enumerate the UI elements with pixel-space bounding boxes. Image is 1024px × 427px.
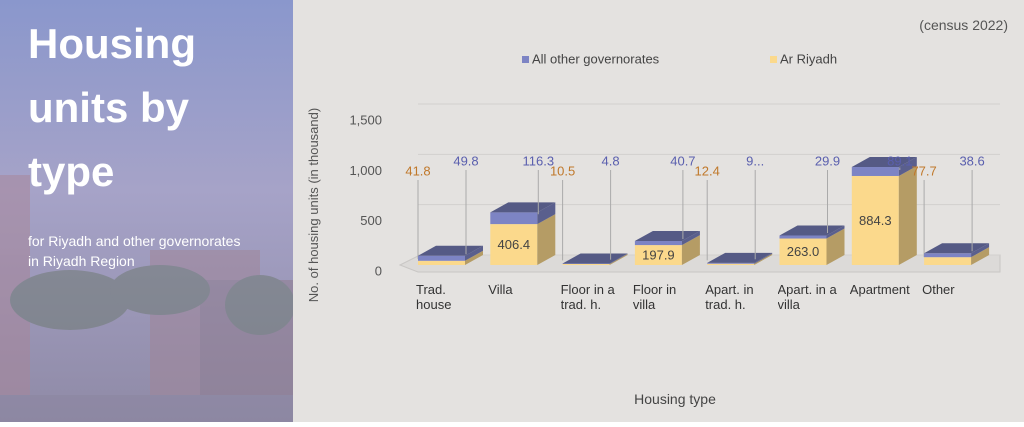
bar-front <box>563 264 610 265</box>
bar-side <box>899 166 917 265</box>
x-tick-label: Floor in villa <box>633 282 701 312</box>
x-tick-label: Apart. in a villa <box>778 282 846 312</box>
data-label: 41.8 <box>405 163 430 178</box>
x-tick-label-box: Floor in a trad. h. <box>561 282 629 322</box>
bar-front <box>924 257 971 265</box>
data-label: 884.3 <box>859 213 892 228</box>
data-label: 12.4 <box>695 163 720 178</box>
x-tick-label: Other <box>922 282 990 297</box>
data-label: 4.8 <box>602 153 620 168</box>
y-tick-label: 500 <box>360 213 382 228</box>
bar-front <box>707 264 754 265</box>
x-tick-label-box: Other <box>922 282 990 322</box>
x-tick-label-box: Apart. in a villa <box>778 282 846 322</box>
data-label: 38.6 <box>959 153 984 168</box>
x-tick-label: Trad. house <box>416 282 484 312</box>
y-tick-label: 1,000 <box>349 163 382 178</box>
data-label: 49.8 <box>453 153 478 168</box>
bar-front <box>635 241 682 245</box>
bar-front <box>780 236 827 239</box>
x-tick-label: Apart. in trad. h. <box>705 282 773 312</box>
bar-front <box>490 212 537 224</box>
chart-note: (census 2022) <box>919 17 1008 33</box>
x-tick-label: Apartment <box>850 282 918 297</box>
y-axis-title: No. of housing units (in thousand) <box>306 108 321 302</box>
data-label: 77.7 <box>911 163 936 178</box>
x-tick-label-box: Trad. house <box>416 282 484 322</box>
bar-front <box>924 253 971 257</box>
data-label: 263.0 <box>787 244 820 259</box>
data-label: 10.5 <box>550 163 575 178</box>
data-label: 89.1 <box>887 153 912 168</box>
bar-front <box>418 256 465 261</box>
legend-swatch <box>770 56 777 63</box>
y-tick-label: 1,500 <box>349 112 382 127</box>
legend-label: All other governorates <box>532 51 660 66</box>
x-tick-label-box: Villa <box>488 282 556 322</box>
x-tick-label-box: Apartment <box>850 282 918 322</box>
data-label: 197.9 <box>642 247 675 262</box>
x-axis-title: Housing type <box>634 391 716 407</box>
x-tick-label-box: Apart. in trad. h. <box>705 282 773 322</box>
legend-label: Ar Riyadh <box>780 51 837 66</box>
y-tick-label: 0 <box>375 263 382 278</box>
x-tick-label-box: Floor in villa <box>633 282 701 322</box>
data-label: 406.4 <box>498 237 531 252</box>
data-label: 40.7 <box>670 153 695 168</box>
x-tick-label: Villa <box>488 282 556 297</box>
legend-swatch <box>522 56 529 63</box>
bar-front <box>418 261 465 265</box>
data-label: 9... <box>746 153 764 168</box>
x-tick-label: Floor in a trad. h. <box>561 282 629 312</box>
data-label: 29.9 <box>815 153 840 168</box>
bar-front <box>707 263 754 264</box>
